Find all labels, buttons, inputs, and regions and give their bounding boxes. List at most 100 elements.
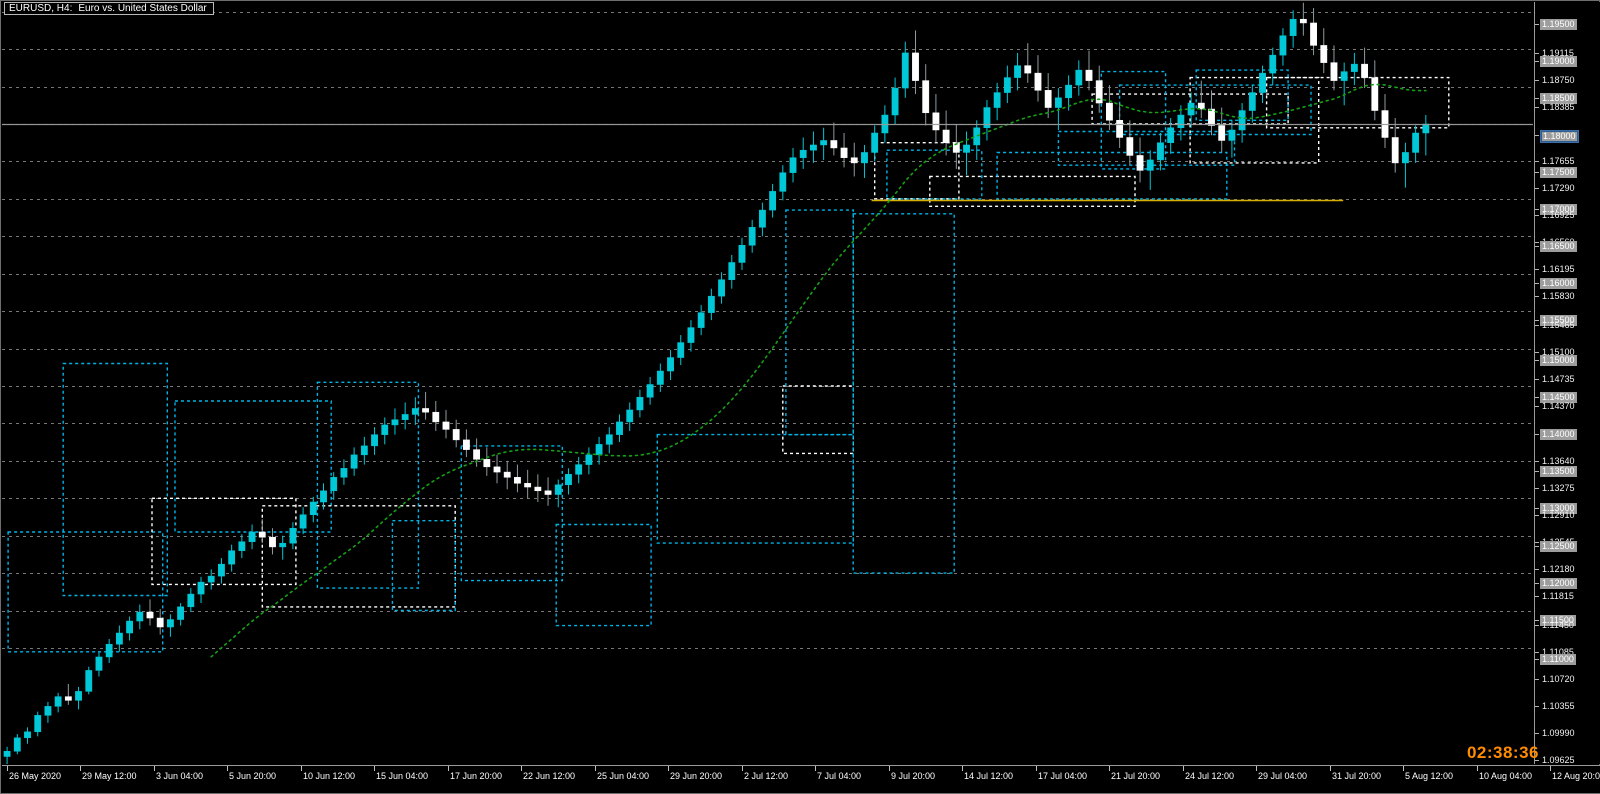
price-label-text: 1.14500 (1540, 392, 1577, 403)
tick-mark (1535, 434, 1539, 435)
tick-mark (1535, 269, 1539, 270)
tick-mark (1535, 107, 1539, 108)
price-axis-tick: 1.13275 (1535, 483, 1600, 494)
tick-mark (1535, 283, 1539, 284)
price-label-text: 1.19115 (1542, 48, 1574, 58)
time-label-text: 31 Jul 20:00 (1332, 771, 1382, 781)
tick-mark (7, 766, 8, 771)
tick-mark (1550, 766, 1551, 771)
tick-mark (1535, 80, 1539, 81)
tick-mark (1535, 569, 1539, 570)
price-axis-tick: 1.15000 (1535, 355, 1600, 366)
price-axis-tick: 1.11815 (1535, 591, 1600, 602)
tick-mark (1535, 379, 1539, 380)
price-axis-tick: 1.12910 (1535, 510, 1600, 521)
tick-mark (1403, 766, 1404, 771)
tick-mark (742, 766, 743, 771)
price-label-text: 1.18385 (1542, 102, 1575, 112)
moving-average-indicator (210, 83, 1427, 658)
price-axis-tick: 1.14370 (1535, 401, 1600, 412)
tick-mark (227, 766, 228, 771)
time-label-text: 24 Jul 12:00 (1185, 771, 1235, 781)
price-label-text: 1.17000 (1540, 204, 1577, 215)
price-label-text: 1.18000 (1540, 130, 1579, 143)
price-axis-tick: 1.11085 (1535, 647, 1600, 658)
price-axis-tick: 1.17290 (1535, 183, 1600, 194)
price-axis-tick: 1.11000 (1535, 654, 1600, 665)
price-label-text: 1.09625 (1542, 755, 1575, 764)
tick-mark (1535, 461, 1539, 462)
price-label-text: 1.16925 (1542, 210, 1575, 220)
tick-mark (1535, 24, 1539, 25)
price-axis-tick: 1.09625 (1535, 755, 1600, 764)
tick-mark (1535, 320, 1539, 321)
tick-mark (1535, 53, 1539, 54)
time-label-text: 29 May 12:00 (82, 771, 137, 781)
price-axis-tick: 1.19500 (1535, 19, 1600, 30)
time-label-text: 10 Jun 12:00 (303, 771, 356, 781)
tick-mark (1256, 766, 1257, 771)
price-label-text: 1.11815 (1542, 591, 1574, 601)
price-axis-tick: 1.16000 (1535, 278, 1600, 289)
tick-mark (80, 766, 81, 771)
tick-mark (1535, 625, 1539, 626)
price-label-text: 1.16000 (1540, 278, 1577, 289)
price-label-text: 1.13000 (1540, 503, 1577, 514)
price-label-text: 1.14370 (1542, 401, 1575, 411)
price-axis-tick: 1.12500 (1535, 541, 1600, 552)
time-label-text: 5 Aug 12:00 (1405, 771, 1454, 781)
price-label-text: 1.12500 (1540, 541, 1577, 552)
chart-title-bar: EURUSD, H4: Euro vs. United States Dollar (4, 2, 214, 15)
time-label-text: 21 Jul 20:00 (1111, 771, 1161, 781)
price-label-text: 1.19000 (1540, 56, 1577, 67)
chart-canvas (2, 2, 1533, 764)
tick-mark (1535, 706, 1539, 707)
price-axis-tick: 1.13500 (1535, 466, 1600, 477)
price-axis-tick: 1.18500 (1535, 93, 1600, 104)
price-axis-tick: 1.16925 (1535, 210, 1600, 221)
tick-mark (595, 766, 596, 771)
tick-mark (1535, 352, 1539, 353)
tick-mark (1109, 766, 1110, 771)
tick-mark (1535, 596, 1539, 597)
price-axis-tick: 1.12180 (1535, 564, 1600, 575)
tick-mark (962, 766, 963, 771)
price-label-text: 1.17290 (1542, 183, 1575, 193)
tick-mark (1535, 583, 1539, 584)
time-axis[interactable]: 26 May 2020 29 May 12:00 3 Jun 04:00 5 Jun … (2, 765, 1600, 793)
tick-mark (1477, 766, 1478, 771)
price-axis-tick: 1.18750 (1535, 75, 1600, 86)
price-axis-tick: 1.19115 (1535, 48, 1600, 59)
price-axis-tick: 1.14735 (1535, 374, 1600, 385)
tick-mark (1535, 406, 1539, 407)
tick-mark (1535, 161, 1539, 162)
chart-plot-area[interactable] (2, 2, 1533, 764)
tick-mark (1036, 766, 1037, 771)
tick-mark (1535, 488, 1539, 489)
price-label-text: 1.14735 (1542, 374, 1575, 384)
time-label-text: 3 Jun 04:00 (156, 771, 204, 781)
price-label-text: 1.12910 (1542, 510, 1575, 520)
price-label-text: 1.12000 (1540, 578, 1577, 589)
price-axis-tick: 1.11500 (1535, 615, 1600, 626)
price-axis-tick: 1.17000 (1535, 204, 1600, 215)
price-axis[interactable]: 1.19500 1.19115 1.19000 1.18750 1.18500 1.183… (1534, 2, 1600, 764)
chart-symbol-label: EURUSD, H4: (9, 3, 73, 14)
price-axis-tick: 1.15100 (1535, 347, 1600, 358)
price-axis-tick: 1.19000 (1535, 56, 1600, 67)
time-label-text: 5 Jun 20:00 (229, 771, 277, 781)
price-label-text: 1.11450 (1542, 620, 1574, 630)
tick-mark (1535, 209, 1539, 210)
price-label-text: 1.16500 (1540, 241, 1577, 252)
tick-mark (1535, 215, 1539, 216)
price-label-text: 1.17500 (1540, 167, 1577, 178)
tick-mark (1535, 172, 1539, 173)
time-label-text: 2 Jul 12:00 (744, 771, 789, 781)
price-axis-tick: 1.13640 (1535, 456, 1600, 467)
tick-mark (1535, 679, 1539, 680)
time-label-text: 7 Jul 04:00 (817, 771, 862, 781)
tick-mark (1535, 546, 1539, 547)
tick-mark (1535, 135, 1539, 136)
price-axis-tick: 1.18385 (1535, 102, 1600, 113)
